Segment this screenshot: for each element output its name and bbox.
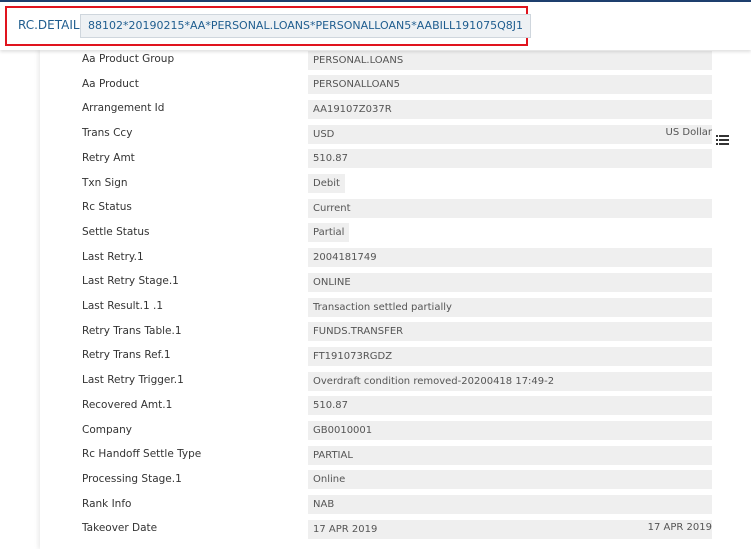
field-label: Retry Trans Ref.1 — [82, 349, 171, 362]
top-bar — [0, 0, 751, 2]
field-label: Rc Status — [82, 201, 132, 214]
field-value: GB0010001 — [308, 421, 712, 440]
field-label: Company — [82, 423, 132, 436]
field-label: Last Retry Trigger.1 — [82, 374, 184, 387]
record-id: 88102*20190215*AA*PERSONAL.LOANS*PERSONA… — [80, 14, 532, 38]
field-label: Aa Product — [82, 77, 139, 90]
field-value: Debit — [308, 174, 345, 193]
field-value: 2004181749 — [308, 248, 712, 268]
field-label: Trans Ccy — [82, 127, 133, 140]
field-label: Processing Stage.1 — [82, 472, 182, 485]
field-value: FUNDS.TRANSFER — [308, 322, 712, 342]
field-value: ONLINE — [308, 272, 712, 292]
field-extra: 17 APR 2019 — [647, 522, 712, 534]
field-label: Retry Trans Table.1 — [82, 324, 182, 337]
field-value: USD — [308, 124, 712, 144]
field-label: Last Retry Stage.1 — [82, 275, 179, 288]
field-value: NAB — [308, 495, 712, 515]
header: RC.DETAIL 88102*20190215*AA*PERSONAL.LOA… — [0, 2, 751, 50]
field-label: Aa Product Group — [82, 53, 175, 65]
field-value: 510.87 — [308, 396, 712, 416]
field-label: Txn Sign — [82, 176, 128, 189]
field-label: Last Result.1 .1 — [82, 300, 164, 312]
field-value: PARTIAL — [308, 445, 712, 465]
field-label: Settle Status — [82, 225, 150, 238]
field-value: Online — [308, 470, 712, 490]
field-label: Last Retry.1 — [82, 250, 144, 263]
field-value: Overdraft condition removed-20200418 17:… — [308, 371, 712, 391]
field-label: Arrangement Id — [82, 102, 165, 115]
field-label: Retry Amt — [82, 151, 135, 164]
field-label: Recovered Amt.1 — [82, 398, 173, 411]
list-icon[interactable] — [716, 134, 730, 146]
field-value: Current — [308, 198, 712, 218]
field-value: PERSONALLOAN5 — [308, 75, 712, 95]
field-extra: US Dollar — [665, 127, 712, 139]
field-value: 17 APR 2019 — [308, 519, 712, 539]
field-value: Partial — [308, 223, 350, 243]
field-value: 510.87 — [308, 149, 712, 169]
field-value: Transaction settled partially — [308, 297, 712, 317]
field-value: FT191073RGDZ — [308, 346, 712, 366]
field-label: Rc Handoff Settle Type — [82, 448, 202, 461]
field-value: AA19107Z037R — [308, 99, 712, 119]
field-value: PERSONAL.LOANS — [308, 50, 712, 70]
field-label: Takeover Date — [82, 522, 158, 535]
header-label: RC.DETAIL — [18, 18, 80, 32]
field-label: Rank Info — [82, 497, 132, 510]
